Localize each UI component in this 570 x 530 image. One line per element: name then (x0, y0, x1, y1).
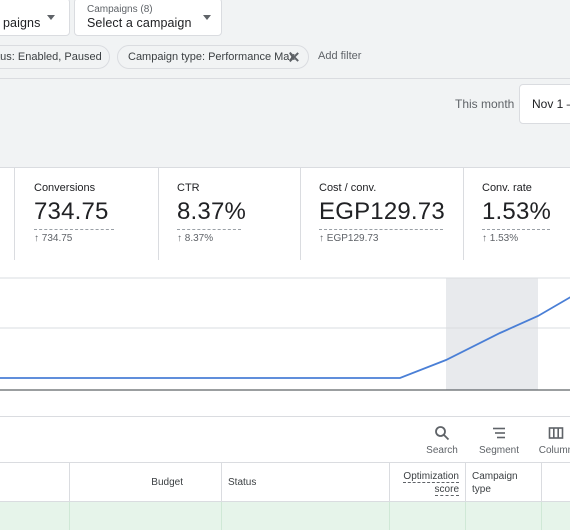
campaign-selector[interactable]: Campaigns (8) Select a campaign (74, 0, 222, 36)
metric-delta: ↑ 1.53% (482, 233, 519, 244)
campaign-type-filter-chip[interactable]: Campaign type: Performance Max (117, 45, 309, 69)
divider (0, 167, 570, 168)
add-filter-link[interactable]: Add filter (318, 50, 362, 62)
divider (0, 416, 570, 417)
column-divider (465, 502, 466, 530)
metric-underline (319, 229, 443, 230)
column-divider (389, 502, 390, 530)
column-divider (541, 463, 542, 503)
chevron-down-icon (47, 15, 55, 20)
columns-label: Column (538, 445, 570, 456)
column-header-budget[interactable]: Budget (69, 463, 221, 503)
metric-delta: ↑ EGP129.73 (319, 233, 379, 244)
segment-label: Segment (478, 445, 520, 456)
metric-delta: ↑ 734.75 (34, 233, 73, 244)
metric-value: EGP129.73 (319, 198, 445, 225)
status-filter-chip[interactable]: atus: Enabled, Paused (0, 45, 110, 69)
table-header: Budget Status Optimization score Campaig… (0, 462, 570, 503)
column-divider (69, 463, 70, 503)
divider (0, 78, 570, 79)
metric-delta: ↑ 8.37% (177, 233, 214, 244)
metric-value: 734.75 (34, 198, 109, 225)
metric-label: Conv. rate (482, 182, 532, 194)
search-label: Search (426, 445, 458, 456)
column-header-label: Status (228, 477, 257, 488)
column-header-label-line2: type (472, 484, 491, 495)
metric-value: 8.37% (177, 198, 247, 225)
metric-underline (34, 229, 114, 230)
column-header-label: Budget (151, 477, 183, 488)
campaign-level-label: paigns (3, 16, 41, 30)
metric-divider (14, 168, 15, 260)
close-icon[interactable] (288, 51, 300, 63)
filter-header: paigns Campaigns (8) Select a campaign a… (0, 0, 570, 168)
metric-divider (300, 168, 301, 260)
column-divider (69, 502, 70, 530)
column-header-campaign-type[interactable]: Campaign type (465, 463, 541, 503)
column-divider (221, 502, 222, 530)
date-range-button[interactable]: Nov 1 – (519, 84, 570, 124)
metric-label: CTR (177, 182, 200, 194)
segment-icon (493, 427, 505, 439)
chart-series-line (0, 296, 570, 379)
campaign-selector-value: Select a campaign (87, 16, 192, 30)
metric-underline (482, 229, 550, 230)
metrics-row: Conversions 734.75 ↑ 734.75 CTR 8.37% ↑ … (0, 168, 570, 260)
column-header-label-line2: score (434, 484, 459, 496)
column-header-status[interactable]: Status (221, 463, 389, 503)
line-chart (0, 277, 570, 391)
metric-ctr[interactable]: CTR 8.37% ↑ 8.37% (158, 168, 300, 260)
metric-label: Conversions (34, 182, 96, 194)
campaign-type-filter-label: Campaign type: Performance Max (128, 51, 295, 63)
column-divider (221, 463, 222, 503)
metric-cost-per-conv[interactable]: Cost / conv. EGP129.73 ↑ EGP129.73 (300, 168, 463, 260)
chart-highlight-band (446, 278, 538, 390)
metric-underline (177, 229, 241, 230)
campaign-level-selector[interactable]: paigns (0, 0, 70, 36)
metric-label: Cost / conv. (319, 182, 377, 194)
performance-chart[interactable] (0, 260, 570, 398)
segment-button[interactable]: Segment (474, 425, 524, 459)
metric-conversions[interactable]: Conversions 734.75 ↑ 734.75 (14, 168, 158, 260)
column-header-label: Campaign (472, 471, 518, 482)
date-preset-label: This month (455, 97, 515, 111)
metric-divider (463, 168, 464, 260)
chevron-down-icon (203, 15, 211, 20)
table-row[interactable] (0, 502, 570, 530)
search-icon (435, 426, 450, 441)
column-divider (465, 463, 466, 503)
date-range-value: Nov 1 – (532, 97, 570, 111)
status-filter-label: atus: Enabled, Paused (0, 51, 102, 63)
columns-icon (548, 427, 564, 439)
metric-conv-rate[interactable]: Conv. rate 1.53% ↑ 1.53% (463, 168, 570, 260)
column-divider (541, 502, 542, 530)
column-header-optimization-score[interactable]: Optimization score (389, 463, 465, 503)
search-button[interactable]: Search (420, 425, 464, 459)
metric-value: 1.53% (482, 198, 552, 225)
metric-divider (158, 168, 159, 260)
columns-button[interactable]: Column (534, 425, 570, 459)
column-divider (389, 463, 390, 503)
column-header-label: Optimization (403, 471, 459, 483)
campaign-selector-count: Campaigns (8) (87, 4, 153, 15)
